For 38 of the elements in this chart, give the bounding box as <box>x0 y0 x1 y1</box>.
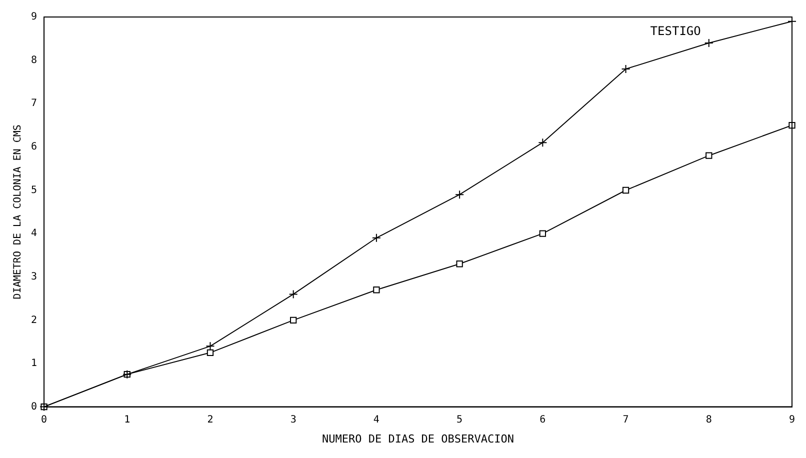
y-tick-label: 1 <box>30 358 38 370</box>
y-tick-label: 8 <box>30 54 38 66</box>
y-tick-label: 5 <box>30 184 38 196</box>
point <box>621 64 630 74</box>
x-tick-label: 8 <box>706 414 712 426</box>
y-tick-label: 3 <box>30 271 38 282</box>
x-tick-label: 3 <box>290 414 296 426</box>
x-tick-label: 4 <box>373 414 380 426</box>
x-tick-label: 9 <box>788 414 796 426</box>
x-tick-label: 6 <box>540 414 546 426</box>
point <box>206 342 215 351</box>
point <box>206 349 214 356</box>
point <box>704 38 714 48</box>
y-tick-label: 7 <box>30 98 38 110</box>
point <box>456 260 463 268</box>
point <box>288 290 298 299</box>
x-tick-label: 0 <box>41 414 48 426</box>
point <box>455 190 464 200</box>
y-tick-label: 6 <box>30 142 38 153</box>
x-axis-title: NUMERO DE DIAS DE OBSERVACION <box>322 432 514 446</box>
point <box>706 152 712 159</box>
y-tick-label: 0 <box>30 401 38 412</box>
point <box>622 186 630 194</box>
y-tick-label: 2 <box>30 314 38 326</box>
x-tick-label: 2 <box>207 414 214 426</box>
point <box>539 230 546 237</box>
y-tick-label: 9 <box>30 12 38 23</box>
point <box>373 286 380 294</box>
point <box>538 138 548 148</box>
y-axis-title: DIAMETRO DE LA COLONIA EN CMS <box>12 124 24 300</box>
point <box>788 122 796 129</box>
y-tick-label: 4 <box>30 228 38 240</box>
x-tick-label: 7 <box>622 414 629 426</box>
point <box>290 316 297 324</box>
series-label: TESTIGO <box>650 24 701 38</box>
point <box>372 233 381 242</box>
x-tick-label: 1 <box>124 414 130 426</box>
x-tick-label: 5 <box>456 414 463 426</box>
